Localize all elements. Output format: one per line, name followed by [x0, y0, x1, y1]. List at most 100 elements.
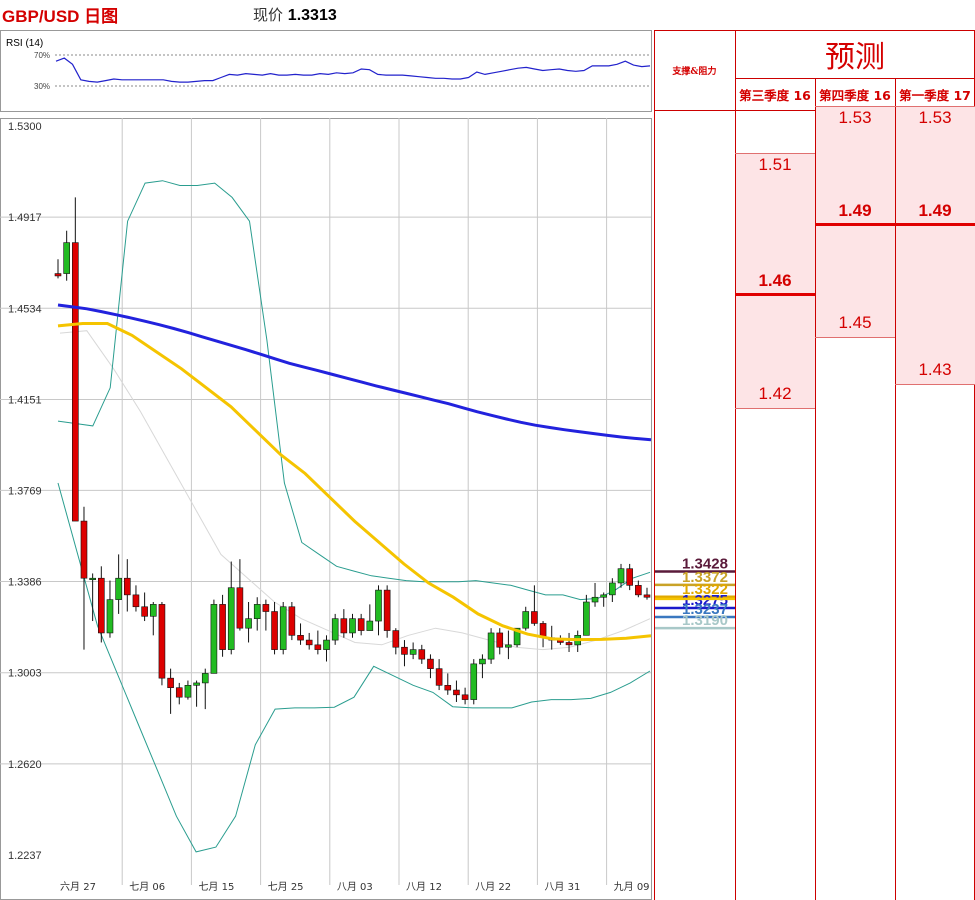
x-tick-label: 九月 09	[614, 881, 650, 893]
candle-body	[193, 682, 200, 686]
y-tick-label: 1.4151	[8, 394, 42, 406]
forecast-high-value: 1.53	[918, 108, 952, 127]
forecast-low-value: 1.43	[918, 360, 952, 380]
x-tick-label: 七月 06	[129, 881, 165, 893]
candle-body	[522, 611, 530, 629]
candle-body	[115, 577, 122, 600]
y-tick-label: 1.3769	[8, 485, 42, 497]
forecast-range-top	[815, 106, 895, 107]
candle-body	[253, 604, 261, 619]
sr-level-value: 1.3428	[682, 556, 728, 573]
y-tick-label: 1.4534	[8, 303, 42, 315]
candle-body	[149, 604, 157, 617]
support-resistance-label: 支撑&阻力	[672, 66, 717, 77]
forecast-range-band	[736, 153, 815, 408]
forecast-high-value: 1.51	[758, 155, 792, 175]
x-tick-label: 七月 15	[198, 881, 234, 893]
candle-body	[470, 663, 478, 700]
candle-body	[583, 601, 590, 636]
candle-body	[565, 642, 573, 646]
candle-body	[366, 620, 374, 631]
quarter-label: 第一季度 17	[899, 87, 971, 103]
candle-body	[63, 242, 70, 274]
forecast-mid-value: 1.46	[758, 271, 792, 291]
rsi-line	[55, 57, 651, 83]
candle-body	[288, 606, 296, 636]
forecast-range-bottom	[815, 337, 895, 339]
forecast-mid-line	[815, 222, 895, 226]
sr-level-value: 1.3372	[682, 569, 728, 586]
candle-body	[487, 632, 495, 660]
forecast-mid-line	[735, 293, 815, 297]
forecast-range-bottom	[735, 408, 815, 409]
candle-body	[392, 630, 400, 648]
current-price-value: 1.3313	[287, 7, 337, 24]
x-tick-label: 八月 12	[406, 881, 442, 893]
bollinger-lower	[57, 482, 651, 853]
sr-level-value: 1.3275	[682, 592, 728, 609]
candle-body	[357, 618, 365, 631]
rsi-panel: RSI (14) 70% 30%	[0, 30, 652, 112]
candle-body	[123, 577, 131, 596]
candle-body	[591, 596, 599, 603]
candle-body	[453, 689, 460, 696]
candle-body	[210, 604, 218, 674]
candle-body	[80, 520, 88, 579]
candle-body	[600, 594, 607, 598]
candle-body	[409, 649, 417, 655]
candle-body	[505, 644, 512, 648]
candle-body	[323, 639, 330, 650]
price-chart: 1.5300 1.4917 1.4534 1.4151 1.3769 1.3386 1.30…	[0, 118, 652, 900]
quarter-label: 第三季度 16	[739, 87, 811, 103]
candle-body	[444, 685, 452, 691]
candle-body	[54, 273, 62, 277]
candle-body	[314, 644, 322, 650]
x-tick-label: 八月 03	[337, 881, 373, 893]
candle-body	[89, 577, 96, 581]
candle-body	[609, 582, 616, 596]
rsi-frame	[0, 30, 652, 112]
candle-body	[72, 242, 79, 522]
current-price-label: 现价 1.3313	[253, 4, 337, 25]
chart-frame	[0, 118, 652, 900]
forecast-table: 预测 支撑&阻力 第三季度 16 1.51 1.46 1.42 第四季度 16 1.53 1…	[654, 30, 975, 900]
forecast-low-value: 1.42	[758, 384, 792, 403]
candle-body	[531, 611, 538, 624]
forecast-low-value: 1.45	[838, 313, 872, 333]
y-tick-label: 1.5300	[8, 121, 42, 133]
forecast-high-value: 1.53	[838, 108, 872, 127]
rsi-level-label: 30%	[34, 82, 50, 91]
candle-body	[461, 694, 469, 700]
y-tick-label: 1.3386	[8, 577, 42, 589]
y-tick-label: 1.2620	[8, 759, 42, 771]
rsi-label: RSI (14)	[6, 38, 43, 49]
rsi-level-label: 70%	[34, 51, 50, 60]
candle-body	[184, 685, 192, 698]
forecast-range-top	[735, 153, 815, 155]
candle-body	[98, 577, 105, 634]
candle-body	[167, 677, 174, 688]
forecast-mid-value: 1.49	[918, 200, 952, 220]
candle-body	[383, 589, 391, 631]
candle-body	[513, 627, 521, 646]
candle-body	[479, 658, 486, 665]
quarter-label: 第四季度 16	[819, 87, 891, 103]
forecast-range-top	[895, 106, 975, 107]
candle-body	[106, 599, 114, 634]
forecast-range-band	[896, 106, 975, 385]
sr-level-value: 1.3322	[682, 581, 728, 598]
candle-body	[219, 604, 226, 650]
candle-body	[132, 594, 140, 608]
chart-title: GBP/USD 日图	[2, 7, 119, 26]
forecast-range-bottom	[895, 384, 975, 386]
candle-body	[418, 649, 426, 660]
candle-body	[305, 639, 313, 646]
x-tick-label: 八月 31	[544, 881, 580, 893]
candle-body	[331, 618, 339, 641]
candle-body	[643, 594, 651, 598]
candle-body	[340, 618, 348, 634]
x-tick-label: 八月 22	[475, 881, 511, 893]
ma50-line	[57, 322, 652, 642]
bollinger-upper	[57, 180, 651, 601]
